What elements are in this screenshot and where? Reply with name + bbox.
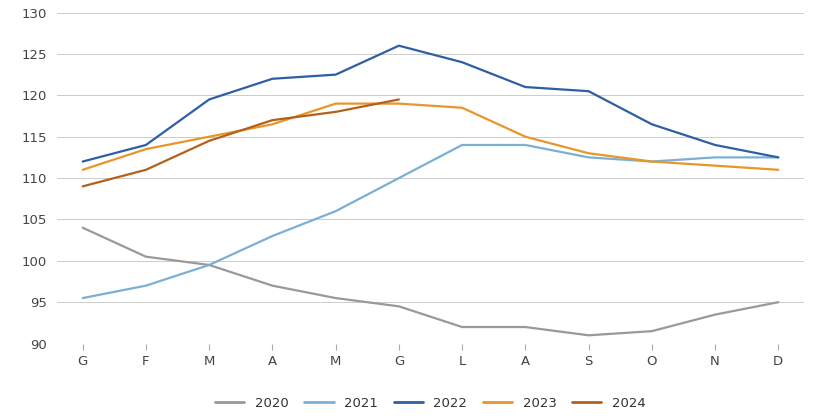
2024: [267, 118, 277, 123]
Line: 2021: 2021: [83, 145, 777, 298]
2023: [267, 122, 277, 127]
Line: 2022: 2022: [83, 46, 777, 161]
2020: [583, 333, 593, 338]
2023: [772, 167, 782, 172]
2023: [330, 101, 340, 106]
2020: [78, 225, 88, 230]
2020: [204, 262, 214, 267]
2020: [772, 300, 782, 305]
2020: [330, 295, 340, 300]
2022: [457, 60, 467, 65]
2022: [709, 142, 719, 147]
2022: [267, 76, 277, 81]
2022: [330, 72, 340, 77]
2020: [520, 324, 530, 329]
2021: [583, 155, 593, 160]
2022: [520, 85, 530, 90]
2021: [646, 159, 656, 164]
2023: [583, 151, 593, 156]
2021: [393, 176, 403, 181]
2021: [330, 209, 340, 214]
Line: 2023: 2023: [83, 103, 777, 170]
2021: [457, 142, 467, 147]
2024: [330, 109, 340, 114]
2023: [646, 159, 656, 164]
2021: [78, 295, 88, 300]
2022: [204, 97, 214, 102]
Legend: 2020, 2021, 2022, 2023, 2024: 2020, 2021, 2022, 2023, 2024: [215, 396, 645, 409]
2020: [393, 304, 403, 309]
2023: [709, 163, 719, 168]
2020: [141, 254, 151, 259]
2023: [204, 134, 214, 139]
2024: [78, 184, 88, 189]
Line: 2024: 2024: [83, 99, 398, 186]
Line: 2020: 2020: [83, 228, 777, 335]
2020: [646, 328, 656, 334]
2023: [520, 134, 530, 139]
2024: [141, 167, 151, 172]
2023: [393, 101, 403, 106]
2022: [393, 43, 403, 48]
2021: [204, 262, 214, 267]
2020: [457, 324, 467, 329]
2021: [267, 233, 277, 238]
2024: [393, 97, 403, 102]
2023: [78, 167, 88, 172]
2022: [78, 159, 88, 164]
2023: [141, 147, 151, 152]
2022: [583, 89, 593, 94]
2023: [457, 105, 467, 110]
2021: [141, 283, 151, 288]
2021: [772, 155, 782, 160]
2021: [520, 142, 530, 147]
2022: [646, 122, 656, 127]
2022: [141, 142, 151, 147]
2020: [267, 283, 277, 288]
2022: [772, 155, 782, 160]
2024: [204, 138, 214, 143]
2020: [709, 312, 719, 317]
2021: [709, 155, 719, 160]
